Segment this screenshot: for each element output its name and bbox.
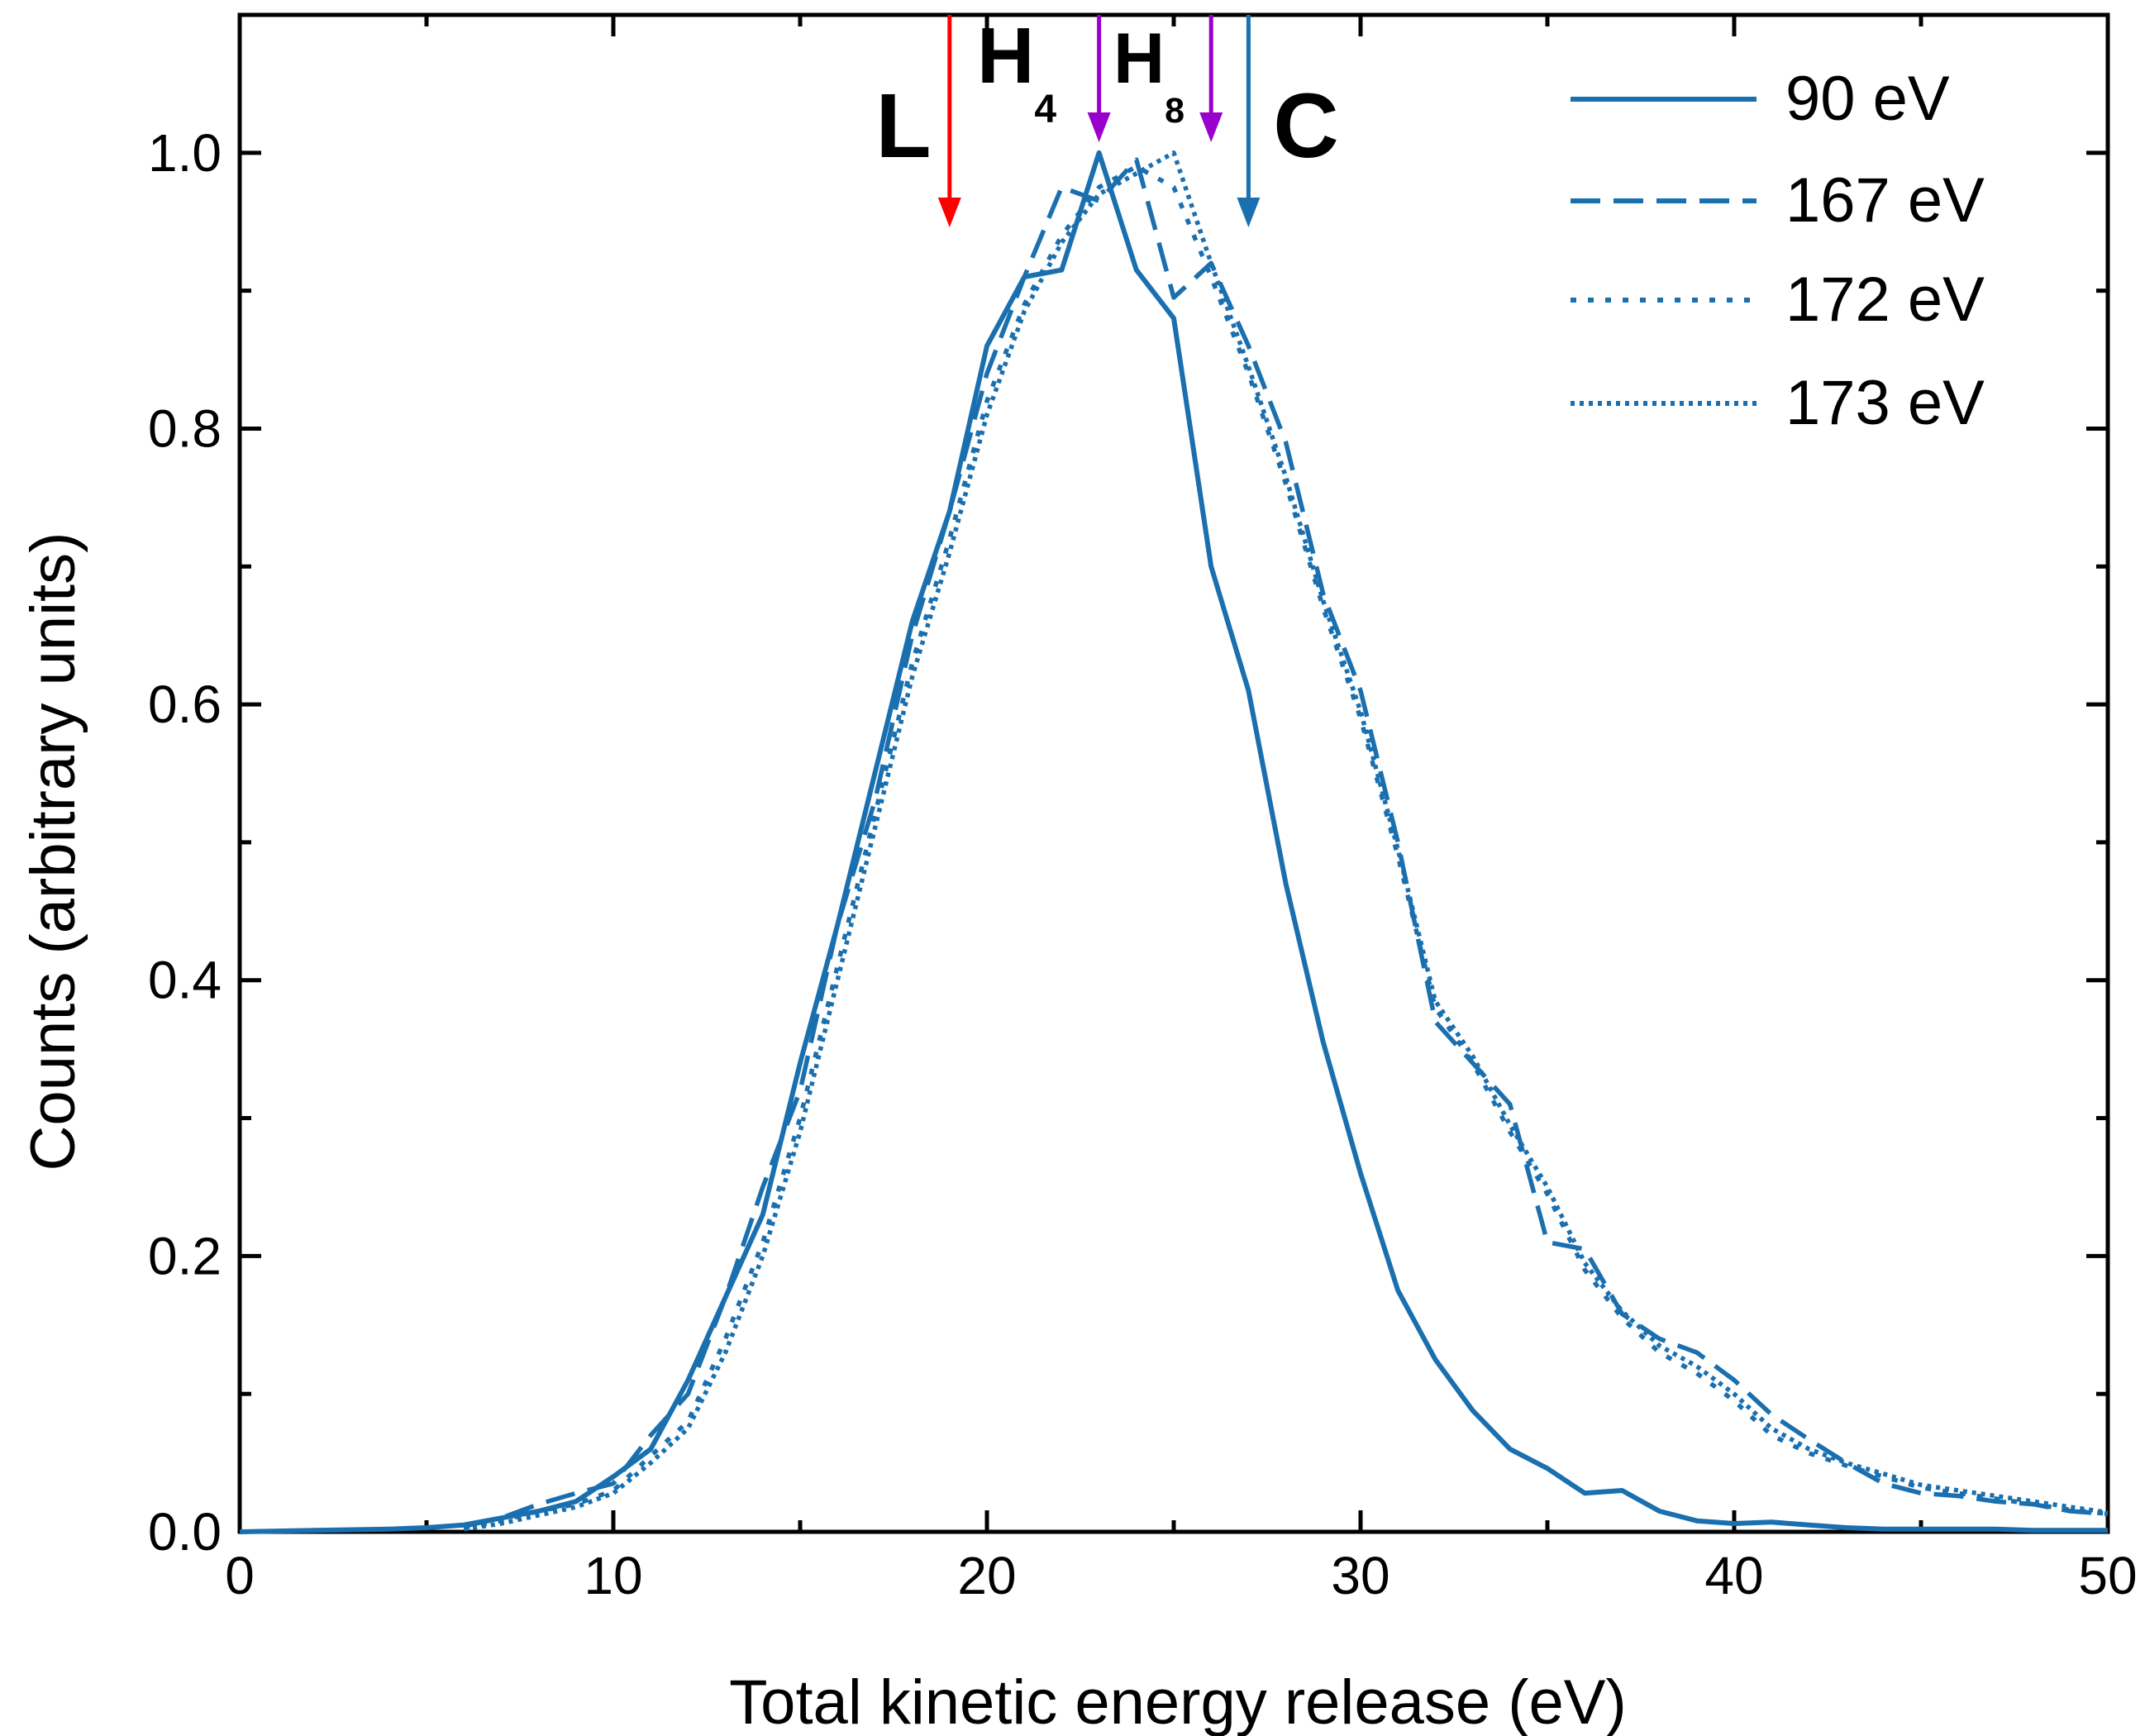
y-tick-label: 1.0: [148, 123, 222, 183]
legend: 90 eV 167 eV 172 eV 173 eV: [1571, 64, 1985, 438]
x-tick-label: 20: [957, 1546, 1016, 1605]
x-tick-label: 30: [1331, 1546, 1389, 1605]
annotation-label: L: [875, 75, 931, 177]
legend-label: 172 eV: [1785, 265, 1985, 335]
annotation-subscript: 4: [1034, 88, 1056, 131]
x-tick-label: 0: [225, 1546, 255, 1605]
x-axis-ticks: 0 10 20 30 40 50: [225, 15, 2138, 1605]
plot-frame: [237, 12, 2110, 1534]
series-line-90-ev: [239, 150, 2108, 1534]
annotation-subscript: 8: [1165, 91, 1185, 131]
x-tick-label: 50: [2078, 1546, 2137, 1605]
series-line-172-ev: [463, 164, 2109, 1530]
series-line-173-ev: [463, 150, 2109, 1532]
annotation-arrowhead: [1237, 198, 1261, 227]
y-tick-label: 0.2: [148, 1226, 222, 1285]
annotation-label: H4: [977, 12, 1056, 131]
y-tick-label: 0.4: [148, 951, 222, 1010]
y-tick-label: 0.0: [148, 1502, 222, 1562]
x-tick-label: 10: [584, 1546, 642, 1605]
annotation-layer: L H4 H8 C: [875, 12, 1339, 227]
x-axis-label: Total kinetic energy release (eV): [729, 1667, 1627, 1736]
y-tick-label: 0.6: [148, 675, 222, 734]
series-line-167-ev: [463, 157, 2109, 1529]
legend-label: 173 eV: [1785, 368, 1985, 438]
plot-border: [237, 12, 2110, 1534]
annotation-arrowhead: [1199, 112, 1223, 142]
x-tick-label: 40: [1704, 1546, 1763, 1605]
series-layer: [239, 150, 2109, 1534]
annotation-arrowhead: [937, 198, 961, 227]
annotation-arrowhead: [1087, 112, 1111, 142]
y-tick-label: 0.8: [148, 398, 222, 458]
legend-label: 90 eV: [1785, 64, 1950, 134]
annotation-label: H8: [1113, 19, 1185, 131]
annotation-label: C: [1273, 75, 1338, 177]
y-axis-label: Counts (arbitrary units): [18, 532, 88, 1171]
legend-label: 167 eV: [1785, 165, 1985, 236]
